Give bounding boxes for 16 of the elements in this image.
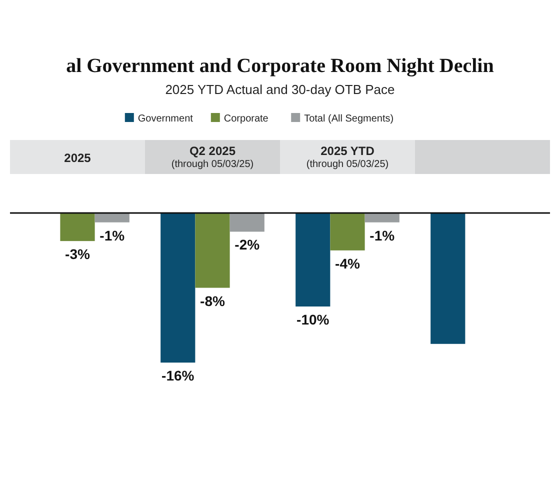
x-tick-label: 2025 YTD (through 05/03/25) — [306, 144, 389, 170]
data-label: -8% — [200, 292, 226, 309]
legend-label: Corporate — [224, 114, 269, 124]
data-label: -1% — [100, 227, 126, 244]
chart-title: al Government and Corporate Room Night Declin — [66, 55, 494, 77]
chart-subtitle: 2025 YTD Actual and 30-day OTB Pace — [165, 82, 395, 97]
x-tick-label: 2025 — [64, 151, 92, 165]
data-label: -4% — [335, 255, 360, 272]
legend-label: Government — [138, 114, 194, 124]
data-label: -1% — [370, 227, 396, 244]
data-label: -3% — [65, 246, 90, 262]
data-label: -10% — [296, 312, 330, 328]
legend-label: Total (All Segments) — [304, 114, 394, 124]
data-label: -2% — [234, 236, 260, 253]
data-label: -16% — [162, 368, 195, 384]
x-tick-label: Q2 2025 (through 05/03/25) — [171, 144, 254, 170]
